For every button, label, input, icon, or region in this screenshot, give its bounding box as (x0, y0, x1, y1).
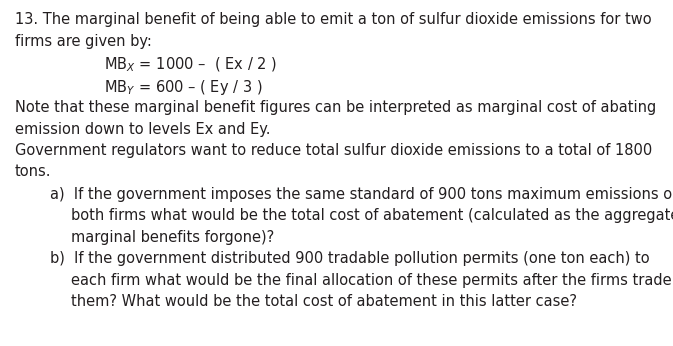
Text: 13. The marginal benefit of being able to emit a ton of sulfur dioxide emissions: 13. The marginal benefit of being able t… (15, 12, 651, 27)
Text: MB$_X$ = 1000 –  ( Ex / 2 ): MB$_X$ = 1000 – ( Ex / 2 ) (104, 56, 277, 74)
Text: marginal benefits forgone)?: marginal benefits forgone)? (71, 230, 274, 245)
Text: a)  If the government imposes the same standard of 900 tons maximum emissions on: a) If the government imposes the same st… (50, 187, 673, 202)
Text: Government regulators want to reduce total sulfur dioxide emissions to a total o: Government regulators want to reduce tot… (15, 143, 652, 158)
Text: firms are given by:: firms are given by: (15, 34, 151, 48)
Text: emission down to levels Ex and Ey.: emission down to levels Ex and Ey. (15, 121, 271, 137)
Text: them? What would be the total cost of abatement in this latter case?: them? What would be the total cost of ab… (71, 294, 577, 309)
Text: tons.: tons. (15, 164, 51, 180)
Text: each firm what would be the final allocation of these permits after the firms tr: each firm what would be the final alloca… (71, 273, 671, 288)
Text: Note that these marginal benefit figures can be interpreted as marginal cost of : Note that these marginal benefit figures… (15, 100, 656, 115)
Text: b)  If the government distributed 900 tradable pollution permits (one ton each) : b) If the government distributed 900 tra… (50, 251, 650, 266)
Text: MB$_Y$ = 600 – ( Ey / 3 ): MB$_Y$ = 600 – ( Ey / 3 ) (104, 78, 262, 97)
Text: both firms what would be the total cost of abatement (calculated as the aggregat: both firms what would be the total cost … (71, 208, 673, 224)
